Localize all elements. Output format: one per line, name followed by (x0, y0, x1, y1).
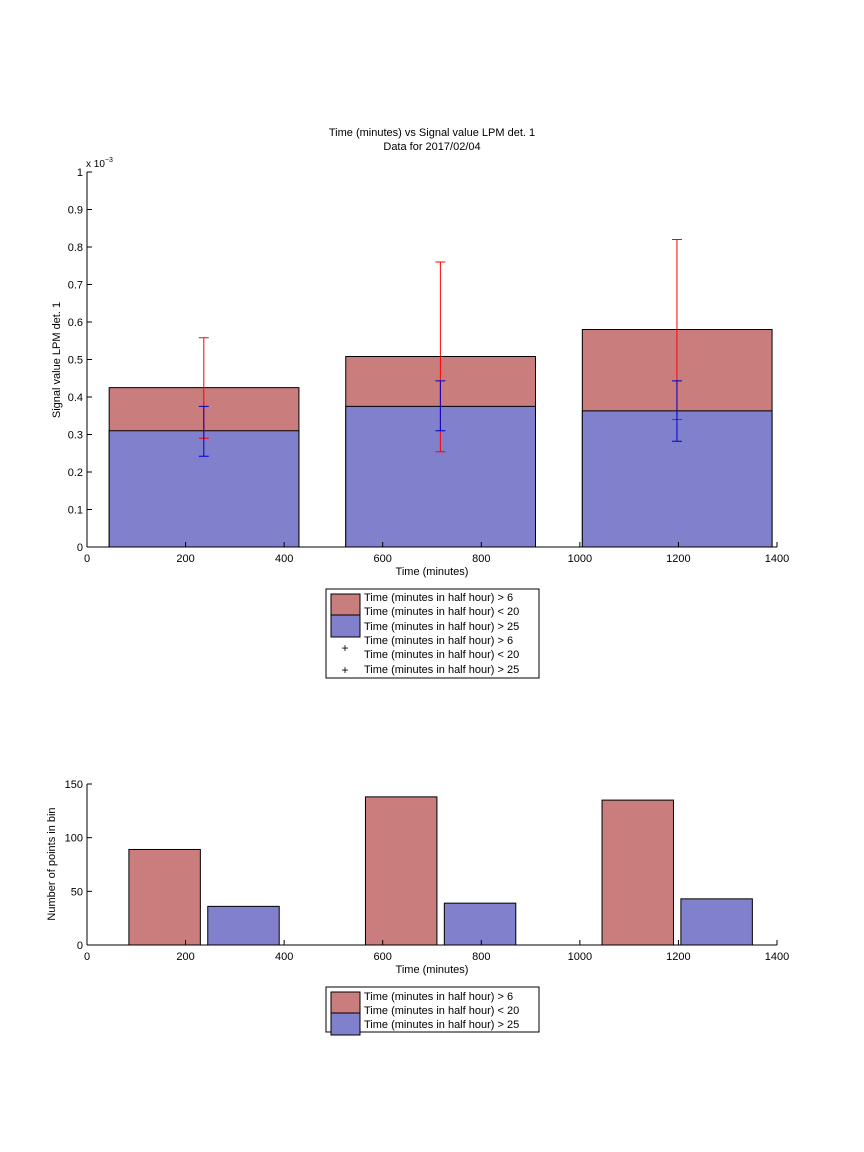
signal-chart: Time (minutes) vs Signal value LPM det. … (51, 127, 790, 679)
legend-red-plus: + (341, 641, 348, 655)
y-tick-label: 50 (71, 886, 83, 898)
bars-layer (128, 796, 753, 946)
legend-blue-patch (330, 614, 361, 638)
y-tick-label: 0.9 (68, 205, 83, 217)
y-tick-label: 100 (65, 833, 83, 845)
x-tick-label: 800 (472, 951, 490, 963)
y-tick-label: 0 (77, 542, 83, 554)
bar-red (364, 796, 438, 946)
bar-blue (207, 905, 280, 946)
x-tick-label: 200 (176, 951, 194, 963)
x-axis-label: Time (minutes) (396, 566, 469, 578)
x-tick-label: 400 (275, 553, 293, 565)
legend-label: Time (minutes in half hour) > 25 (364, 664, 519, 676)
legend-label: Time (minutes in half hour) < 20 (364, 649, 519, 661)
y-tick-label: 0.7 (68, 280, 83, 292)
x-tick-label: 1000 (568, 553, 592, 565)
y-exponent-sup: −3 (105, 157, 113, 164)
legend-box (325, 588, 540, 679)
x-tick-label: 1400 (765, 951, 789, 963)
axes-layer: 0 200 400 600 800 1000 1200 1400 0 50 100 150 (65, 779, 790, 963)
y-axis-label: Signal value LPM det. 1 (51, 302, 63, 418)
legend-label: Time (minutes in half hour) < 20 (364, 606, 519, 618)
y-tick-label: 1 (77, 167, 83, 179)
legend-label: Time (minutes in half hour) > 6 (364, 635, 513, 647)
y-tick-label: 0.2 (68, 467, 83, 479)
y-tick-label: 0 (77, 940, 83, 952)
x-tick-label: 1400 (765, 553, 789, 565)
legend-blue-patch (330, 1012, 361, 1036)
x-tick-label: 600 (374, 951, 392, 963)
y-axis-label: Number of points in bin (46, 807, 58, 920)
axes-layer: 0 200 400 600 800 1000 1200 1400 0 0.1 0.2 0.3 0.4 0.… (68, 167, 790, 565)
y-tick-label: 0.3 (68, 430, 83, 442)
y-tick-label: 0.6 (68, 317, 83, 329)
y-exponent-label: x 10−3 (86, 157, 113, 170)
x-tick-label: 400 (275, 951, 293, 963)
chart-subtitle: Data for 2017/02/04 (383, 141, 480, 153)
y-tick-label: 150 (65, 779, 83, 791)
legend-label: Time (minutes in half hour) > 6 (364, 991, 513, 1003)
x-tick-label: 600 (374, 553, 392, 565)
legend-label: Time (minutes in half hour) < 20 (364, 1005, 519, 1017)
legend-label: Time (minutes in half hour) > 6 (364, 592, 513, 604)
bar-red (128, 848, 201, 946)
legend-label: Time (minutes in half hour) > 25 (364, 1019, 519, 1031)
x-tick-label: 800 (472, 553, 490, 565)
legend: Time (minutes in half hour) > 6 Time (mi… (325, 986, 540, 1036)
count-chart: 0 200 400 600 800 1000 1200 1400 0 50 100 150 Time … (46, 779, 790, 1036)
legend-blue-plus: + (341, 663, 348, 677)
y-tick-label: 0.4 (68, 392, 83, 404)
bar-blue (680, 898, 753, 946)
y-tick-label: 0.1 (68, 505, 83, 517)
y-tick-label: 0.8 (68, 242, 83, 254)
bar-blue (443, 902, 517, 946)
legend-red-patch (330, 991, 361, 1015)
x-tick-label: 0 (84, 553, 90, 565)
x-tick-label: 0 (84, 951, 90, 963)
legend-red-patch (330, 593, 361, 617)
x-tick-label: 1200 (666, 951, 690, 963)
y-exponent-base: x 10 (86, 159, 105, 170)
legend-label: Time (minutes in half hour) > 25 (364, 621, 519, 633)
error-bars-layer (198, 239, 682, 457)
x-tick-label: 1200 (666, 553, 690, 565)
x-axis-label: Time (minutes) (396, 964, 469, 976)
y-tick-label: 0.5 (68, 355, 83, 367)
bar-red (601, 799, 674, 946)
x-tick-label: 200 (176, 553, 194, 565)
legend-box (325, 986, 540, 1033)
x-tick-label: 1000 (568, 951, 592, 963)
legend: + + Time (minutes in half hour) > 6 Time… (325, 588, 540, 679)
chart-title: Time (minutes) vs Signal value LPM det. … (329, 127, 535, 139)
